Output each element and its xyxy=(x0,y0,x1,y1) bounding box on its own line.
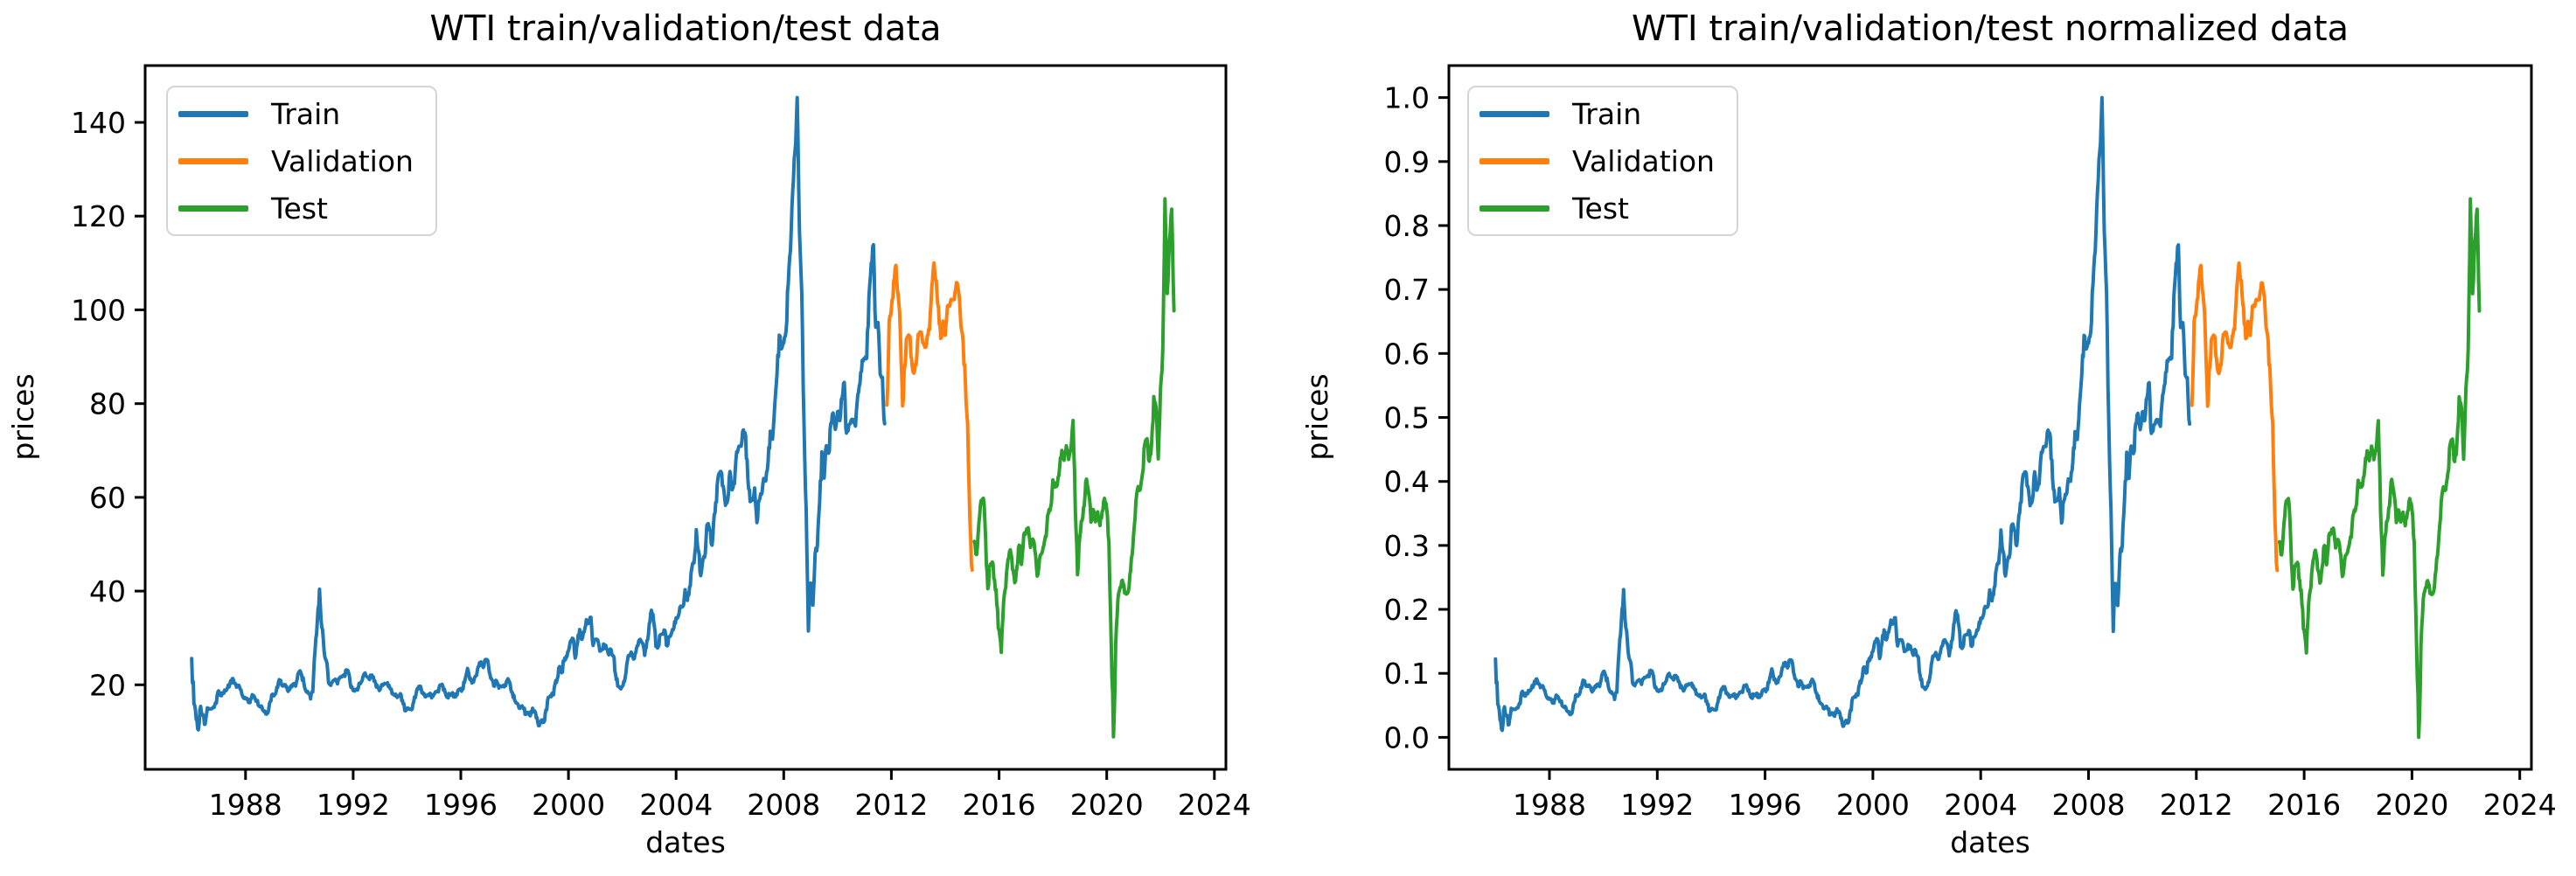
test-line-swatch xyxy=(1479,205,1549,212)
y-tick-label: 0.7 xyxy=(1384,273,1430,307)
x-axis-label-dates-right: dates xyxy=(1950,825,2030,859)
train-line-swatch xyxy=(1479,110,1549,117)
x-tick-label: 1992 xyxy=(317,788,390,822)
chart-title-prices: WTI train/validation/test data xyxy=(429,9,942,49)
y-tick-label: 0.0 xyxy=(1384,720,1430,754)
x-tick-label: 2008 xyxy=(2052,788,2126,822)
x-tick-label: 2016 xyxy=(2267,788,2341,822)
legend-item-test: Test xyxy=(1479,184,1737,232)
y-tick-label: 0.1 xyxy=(1384,657,1430,691)
legend-left: Train Validation Test xyxy=(166,86,437,236)
x-tick-label: 1996 xyxy=(1729,788,1802,822)
x-tick-label: 2004 xyxy=(639,788,713,822)
test-line-swatch xyxy=(178,205,248,212)
x-tick-label: 2024 xyxy=(2483,788,2557,822)
train-line xyxy=(190,95,887,732)
y-tick-label: 0.8 xyxy=(1384,209,1430,243)
y-tick-label: 0.3 xyxy=(1384,529,1430,563)
x-axis-label-dates-left: dates xyxy=(645,825,726,859)
y-tick-label: 0.4 xyxy=(1384,465,1430,499)
y-tick-label: 0.2 xyxy=(1384,593,1430,627)
y-tick-label: 0.5 xyxy=(1384,401,1430,435)
validation-line xyxy=(885,261,974,572)
x-tick-label: 2024 xyxy=(1178,788,1251,822)
x-tick-label: 2020 xyxy=(1070,788,1144,822)
legend-item-train: Train xyxy=(1479,90,1737,137)
x-tick-label: 2012 xyxy=(2160,788,2233,822)
y-tick-label: 40 xyxy=(89,574,126,608)
x-tick-label: 2008 xyxy=(747,788,820,822)
x-tick-label: 2016 xyxy=(963,788,1036,822)
train-line-swatch xyxy=(178,110,248,117)
legend-item-train: Train xyxy=(178,90,435,137)
test-line xyxy=(2277,197,2482,740)
y-tick-label: 20 xyxy=(89,668,126,702)
legend-label-test: Test xyxy=(1572,191,1629,226)
legend-label-validation: Validation xyxy=(1572,143,1715,178)
legend-right: Train Validation Test xyxy=(1467,86,1738,236)
x-tick-label: 2012 xyxy=(854,788,928,822)
validation-line-swatch xyxy=(1479,157,1549,164)
x-tick-label: 1988 xyxy=(1513,788,1586,822)
x-tick-label: 1992 xyxy=(1620,788,1694,822)
x-tick-label: 2000 xyxy=(1836,788,1910,822)
y-tick-label: 140 xyxy=(71,106,126,140)
x-tick-label: 2000 xyxy=(532,788,605,822)
legend-label-train: Train xyxy=(271,96,341,131)
chart-title-normalized: WTI train/validation/test normalized dat… xyxy=(1631,9,2350,49)
legend-label-test: Test xyxy=(271,191,328,226)
plot-border xyxy=(143,64,1228,771)
train-line xyxy=(1493,95,2192,733)
legend-item-validation: Validation xyxy=(1479,137,1737,184)
x-tick-label: 2020 xyxy=(2375,788,2448,822)
test-line xyxy=(972,197,1176,739)
validation-line-swatch xyxy=(178,157,248,164)
y-tick-label: 0.9 xyxy=(1384,145,1430,179)
y-tick-label: 0.6 xyxy=(1384,337,1430,371)
x-tick-label: 1996 xyxy=(424,788,498,822)
x-tick-label: 1988 xyxy=(209,788,282,822)
y-tick-label: 120 xyxy=(71,199,126,233)
legend-label-validation: Validation xyxy=(271,143,414,178)
x-tick-label: 2004 xyxy=(1944,788,2017,822)
legend-item-validation: Validation xyxy=(178,137,435,184)
legend-label-train: Train xyxy=(1572,96,1642,131)
y-tick-label: 100 xyxy=(71,293,126,327)
plot-border xyxy=(1447,64,2533,771)
legend-item-test: Test xyxy=(178,184,435,232)
validation-line xyxy=(2190,261,2280,573)
y-tick-label: 80 xyxy=(89,387,126,421)
y-tick-label: 1.0 xyxy=(1384,81,1430,115)
y-tick-label: 60 xyxy=(89,481,126,515)
